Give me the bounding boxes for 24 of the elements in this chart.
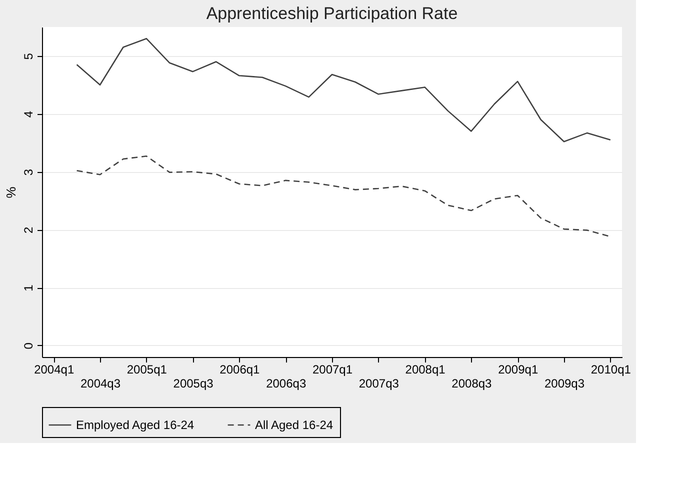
y-tick-label: 3 <box>22 168 36 176</box>
x-tick-label: 2008q1 <box>405 362 446 376</box>
x-tick-label: 2005q3 <box>173 376 214 390</box>
y-axis-title: % <box>4 186 18 198</box>
x-tick-label: 2010q1 <box>590 362 632 376</box>
x-tick-label: 2006q3 <box>266 376 306 390</box>
x-tick-label: 2008q3 <box>452 376 492 390</box>
x-tick-label: 2009q3 <box>544 376 585 390</box>
line-series <box>76 38 612 142</box>
y-tick-label: 5 <box>22 52 36 60</box>
x-tick-label: 2005q1 <box>126 362 168 376</box>
legend-label: All Aged 16-24 <box>255 418 334 432</box>
x-tick-label: 2007q3 <box>358 376 400 390</box>
legend-label: Employed Aged 16-24 <box>76 418 194 432</box>
x-tick-label: 2006q1 <box>220 362 260 376</box>
y-tick-label: 2 <box>22 226 36 234</box>
x-tick-label: 2004q1 <box>34 362 74 376</box>
y-tick-label: 4 <box>22 110 36 118</box>
x-tick-label: 2009q1 <box>498 362 538 376</box>
chart-title: Apprenticeship Participation Rate <box>206 4 458 23</box>
x-tick-label: 2004q3 <box>80 376 121 390</box>
y-tick-label: 0 <box>22 342 36 350</box>
x-tick-label: 2007q1 <box>312 362 353 376</box>
y-tick-label: 1 <box>22 284 36 292</box>
